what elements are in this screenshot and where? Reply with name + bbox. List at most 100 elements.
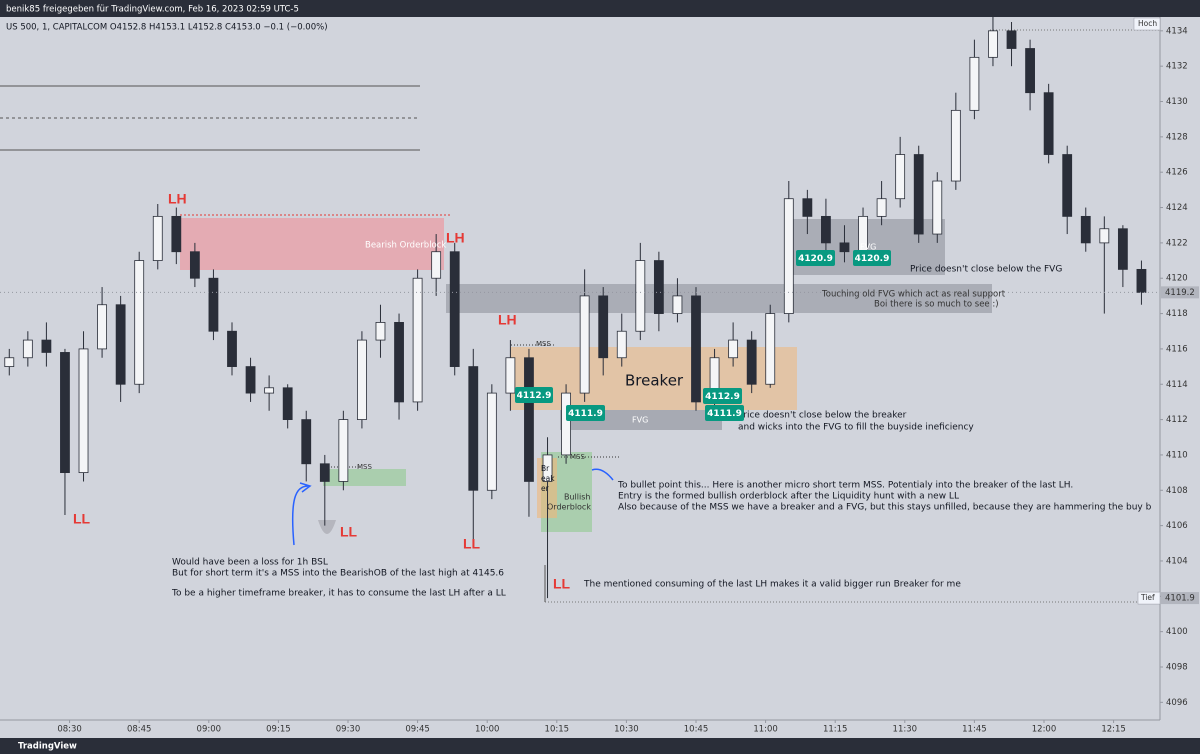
candle-body — [988, 30, 998, 58]
label: LH — [498, 312, 517, 328]
candle-body — [412, 277, 423, 403]
label: LH — [446, 230, 465, 246]
last-price-label: 4119.2 — [1165, 288, 1195, 298]
y-tick-label: 4126 — [1166, 168, 1188, 178]
candle-body — [375, 322, 386, 341]
highlight — [318, 520, 336, 534]
candle-body — [932, 180, 943, 235]
x-tick-label: 11:00 — [753, 725, 778, 735]
price-badge: 4112.9 4111.9 4112.9 4111.9 4120.9 4120.… — [515, 250, 891, 421]
label: Orderblock — [547, 503, 591, 512]
label: Bearish Orderblock — [365, 241, 446, 251]
label: MSS — [570, 453, 585, 461]
badge-text: 4120.9 — [798, 254, 833, 264]
candle-body — [579, 295, 590, 394]
candle-body — [876, 198, 887, 217]
candle-body — [282, 387, 293, 420]
note: Also because of the MSS we have a breake… — [618, 503, 1152, 513]
old-fvg-zone — [446, 284, 992, 313]
candle-body — [486, 392, 497, 491]
label: FVG — [860, 243, 876, 252]
candle-body — [1025, 48, 1035, 94]
badge-bg — [853, 250, 891, 266]
candle-body — [319, 463, 330, 482]
candle-body — [635, 260, 646, 332]
badge-text: 4112.9 — [517, 391, 552, 401]
x-tick-label: 12:15 — [1101, 725, 1126, 735]
candle-body — [227, 330, 237, 367]
label: er — [541, 484, 550, 493]
low-badge — [1137, 591, 1161, 605]
x-tick-label: 11:45 — [962, 725, 987, 735]
candle-body — [245, 366, 256, 394]
candle-body — [357, 339, 367, 420]
x-tick-label: 10:30 — [614, 725, 639, 735]
x-tick-label: 08:30 — [57, 725, 82, 735]
candle-body — [895, 154, 906, 200]
candle-body — [1062, 154, 1073, 217]
axes: 4096409841004102410441064108411041124114… — [0, 17, 1200, 738]
candle-body — [728, 339, 739, 359]
candle-body — [189, 251, 200, 279]
candle-body — [1080, 215, 1091, 244]
bearish-ob-zone — [180, 218, 444, 270]
last-price-badge — [1161, 286, 1199, 299]
candle-body — [839, 242, 850, 253]
candles — [4, 13, 1147, 599]
badge-bg — [566, 405, 605, 421]
footer-bar — [0, 738, 1200, 754]
y-tick-label: 4132 — [1166, 62, 1188, 72]
label: LL — [553, 576, 571, 592]
candle-body — [1099, 228, 1110, 244]
y-tick-label: 4128 — [1166, 132, 1188, 142]
symbol-line: US 500, 1, CAPITALCOM O4152.8 H4153.1 L4… — [6, 23, 328, 33]
label: MSS — [357, 463, 372, 471]
x-tick-label: 09:00 — [197, 725, 222, 735]
label: Bullish — [564, 493, 590, 502]
y-tick-label: 4124 — [1166, 203, 1188, 213]
badge-text: 4112.9 — [705, 392, 740, 402]
candle-body — [60, 352, 70, 474]
candle-body — [783, 198, 794, 314]
y-tick-label: 4100 — [1166, 627, 1188, 637]
x-tick-label: 10:00 — [475, 725, 500, 735]
candle-body — [524, 357, 534, 482]
candle-body — [802, 198, 813, 217]
label: LL — [73, 511, 91, 527]
y-tick-label: 4116 — [1166, 344, 1188, 354]
note: But for short term it's a MSS into the B… — [172, 569, 504, 579]
candle-body — [505, 357, 516, 394]
header-bar — [0, 0, 1200, 17]
y-tick-label: 4134 — [1166, 26, 1188, 36]
candle-body — [208, 277, 219, 332]
candle-body — [301, 419, 312, 465]
x-tick-label: 08:45 — [127, 725, 152, 735]
note: Price doesn't close below the breaker — [738, 411, 907, 421]
candle-body — [449, 251, 460, 367]
candle-body — [152, 215, 163, 261]
badge-bg — [515, 387, 553, 403]
high-label: Hoch — [1138, 19, 1157, 28]
candle-body — [1136, 268, 1147, 293]
x-tick-label: 10:15 — [545, 725, 570, 735]
y-tick-label: 4122 — [1166, 238, 1188, 248]
candle-body — [1006, 30, 1017, 49]
label: MSS — [536, 340, 551, 348]
low-price-label: 4101.9 — [1165, 594, 1195, 604]
note: To be a higher timeframe breaker, it has… — [171, 589, 506, 599]
note: and wicks into the FVG to fill the buysi… — [738, 423, 974, 433]
candle-body — [821, 215, 831, 244]
candle-body — [78, 348, 89, 474]
y-tick-label: 4108 — [1166, 486, 1188, 496]
x-tick-label: 09:15 — [266, 725, 291, 735]
badge-text: 4120.9 — [855, 254, 890, 264]
candle-body — [134, 260, 145, 385]
label: FVG — [632, 416, 648, 425]
badge-bg — [705, 405, 744, 421]
y-tick-label: 4130 — [1166, 97, 1188, 107]
badge-text: 4111.9 — [568, 409, 603, 419]
y-tick-label: 4120 — [1166, 274, 1188, 284]
x-tick-label: 09:30 — [336, 725, 361, 735]
price-axis-bg — [1160, 17, 1200, 738]
